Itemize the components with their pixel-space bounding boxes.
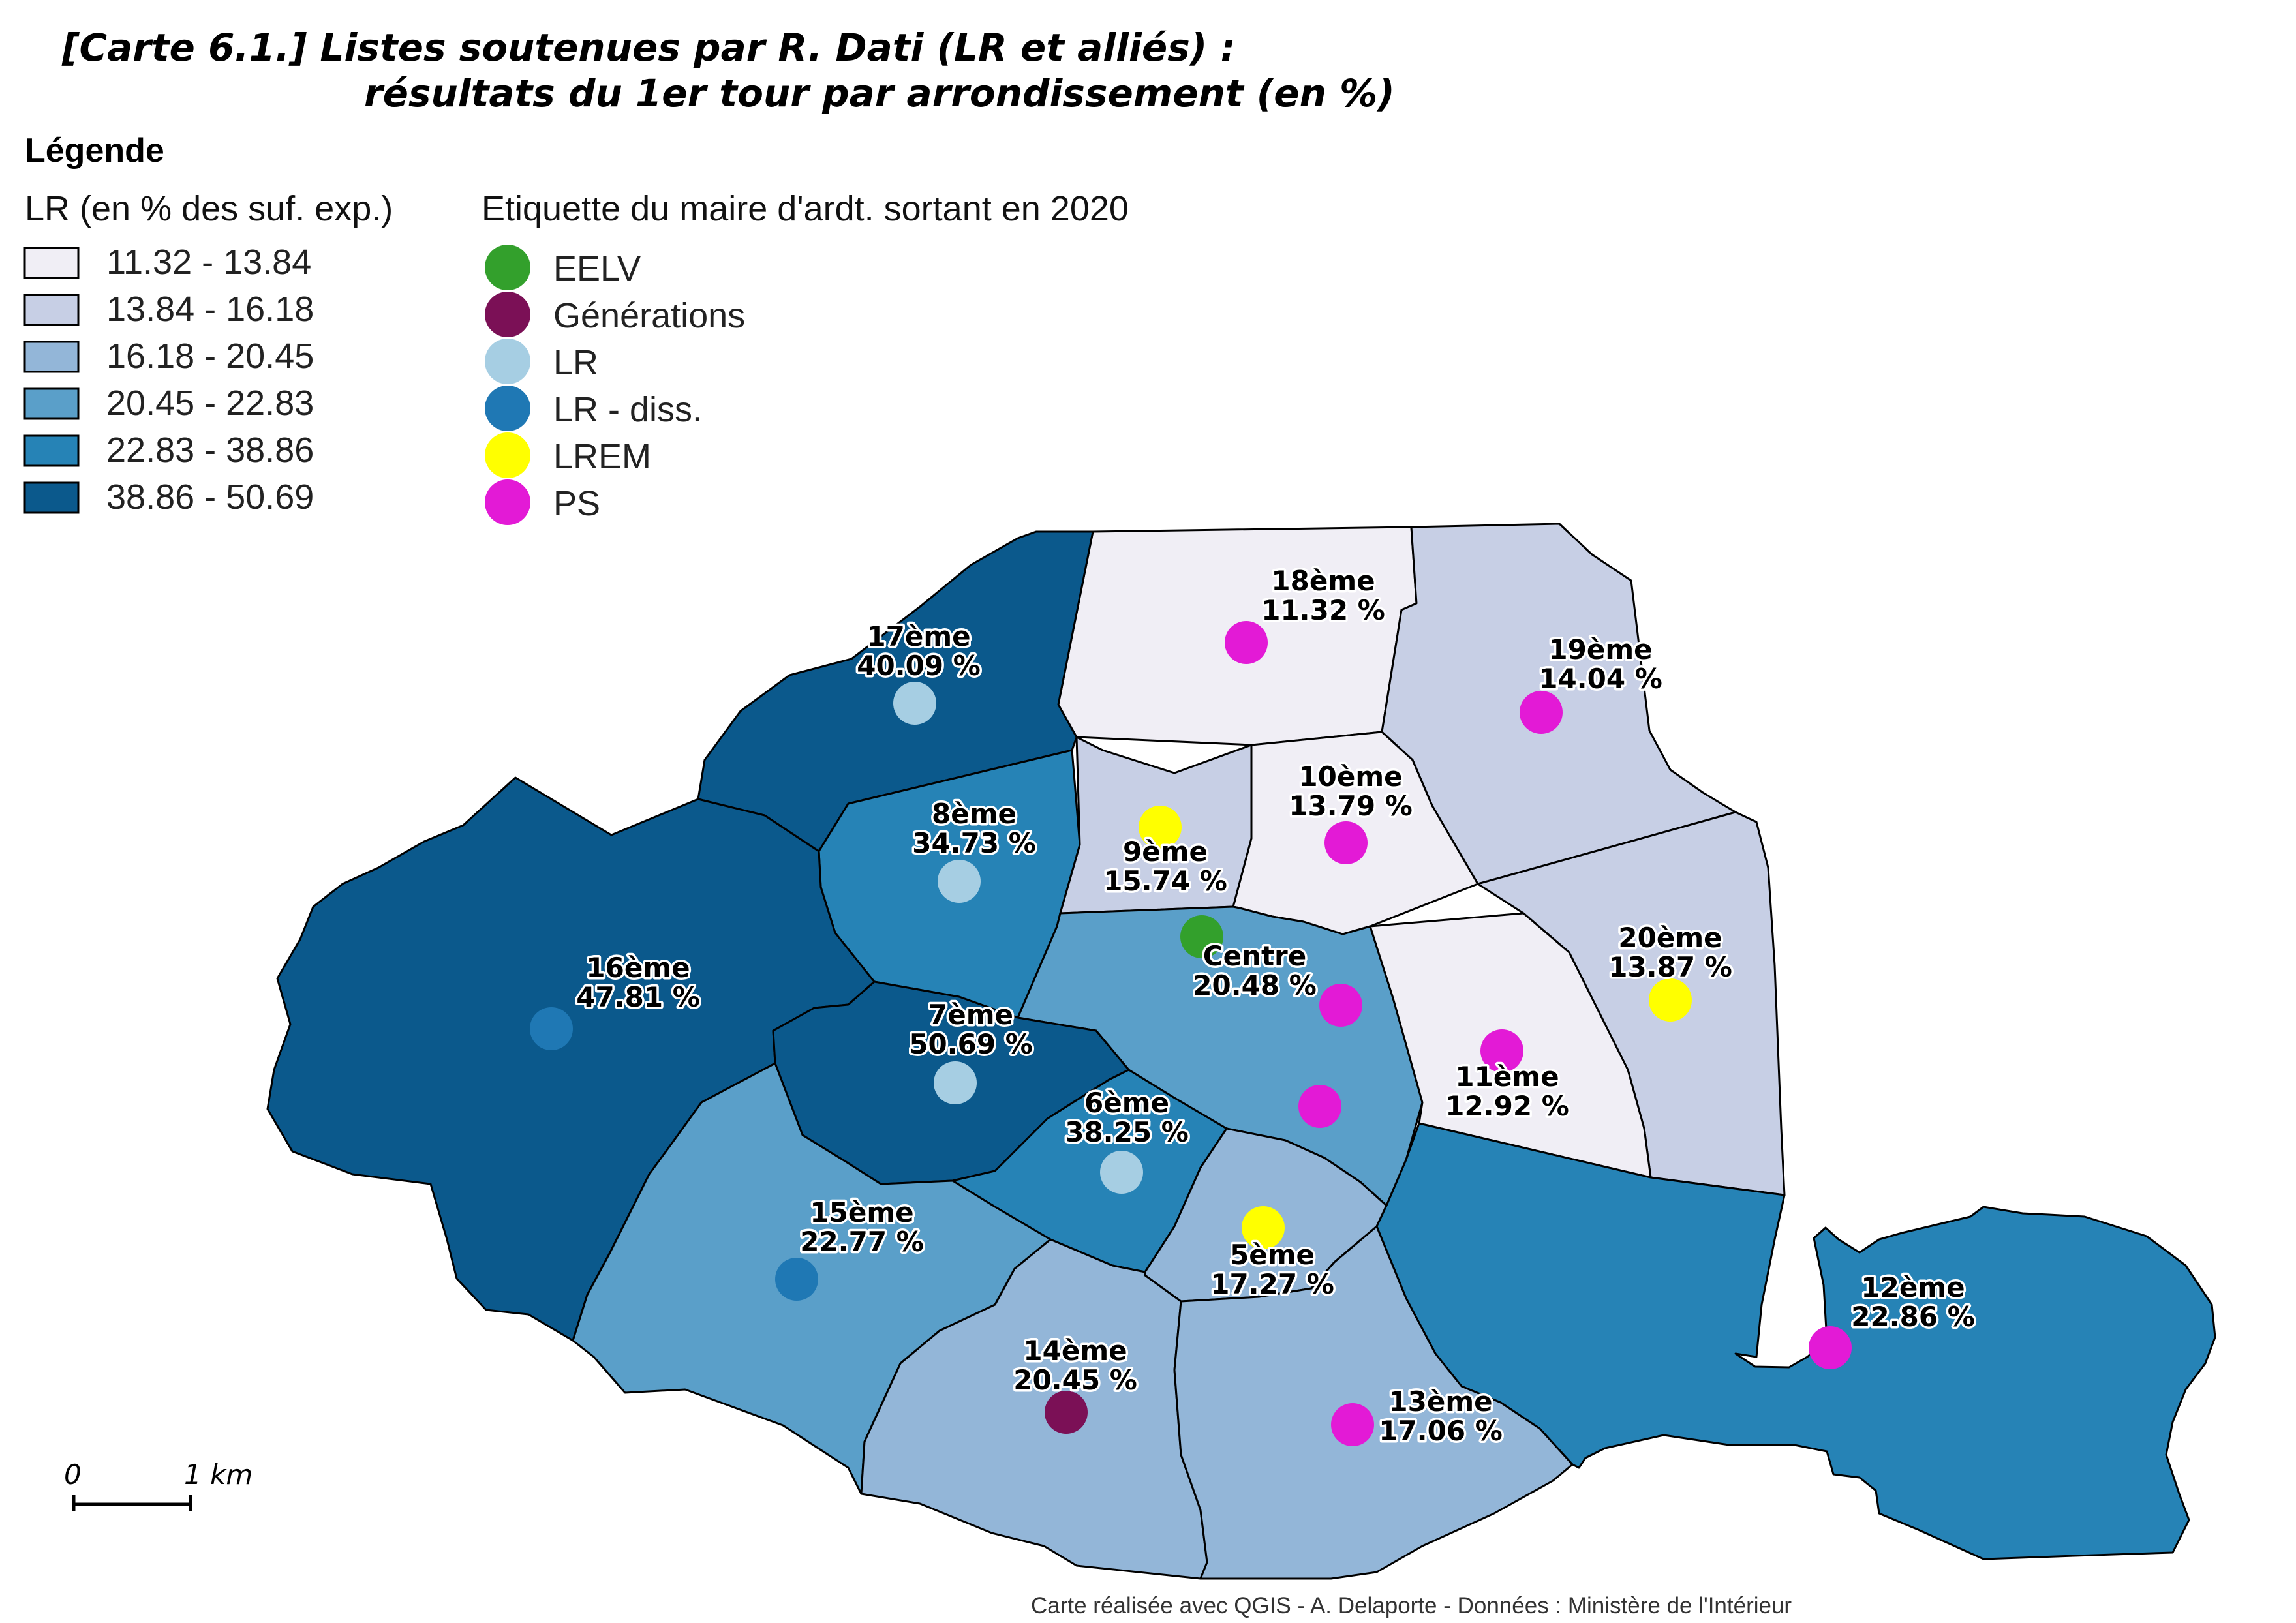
legend-class-label: 13.84 - 16.18 — [106, 290, 314, 329]
mayor-marker — [1324, 821, 1368, 864]
mayor-marker — [1139, 806, 1182, 849]
legend-class-swatch — [23, 294, 80, 326]
mayor-marker — [1100, 1151, 1143, 1194]
arrondissement-layer — [266, 523, 2216, 1580]
mayor-marker — [1045, 1391, 1088, 1434]
scale-bar-start-label: 0 — [64, 1459, 82, 1491]
mayor-marker — [893, 682, 936, 725]
legend-mayor-marker — [485, 245, 530, 290]
arrondissement-value-label: 34.73 % — [912, 827, 1036, 859]
legend: Légende LR (en % des suf. exp.) Etiquett… — [23, 132, 1129, 525]
arrondissement-name-label: 12ème — [1861, 1271, 1965, 1303]
arrondissement-value-label: 11.32 % — [1261, 594, 1385, 626]
scale-bar-end-label: 1 km — [184, 1459, 253, 1491]
arrondissement-name-label: 15ème — [810, 1196, 913, 1228]
legend-class-label: 20.45 - 22.83 — [106, 384, 314, 423]
mayor-marker — [1242, 1206, 1285, 1249]
arrondissement-value-label: 22.86 % — [1851, 1301, 1975, 1333]
legend-mayor-marker — [485, 292, 530, 337]
arrondissement-name-label: 6ème — [1084, 1087, 1169, 1119]
legend-mayor-marker — [485, 479, 530, 525]
legend-class-swatch — [23, 481, 80, 514]
legend-heading: Légende — [25, 132, 164, 170]
mayor-marker — [1298, 1085, 1341, 1128]
arrondissement-16[interactable] — [266, 776, 876, 1342]
legend-class-swatch — [23, 247, 80, 279]
legend-class-swatch — [23, 341, 80, 373]
arrondissement-13[interactable] — [1173, 1225, 1574, 1580]
mayor-marker — [1331, 1403, 1374, 1446]
mayor-legend: EELV Générations LR LR - diss. LREM PS — [485, 245, 745, 525]
mayor-marker — [1520, 691, 1563, 734]
map-credit: Carte réalisée avec QGIS - A. Delaporte … — [1031, 1593, 1792, 1618]
mayor-marker — [934, 1061, 977, 1104]
scale-bar: 0 1 km — [64, 1459, 253, 1511]
arrondissement-name-label: Centre — [1203, 940, 1306, 972]
arrondissement-value-label: 47.81 % — [576, 981, 700, 1013]
arrondissement-value-label: 14.04 % — [1538, 663, 1662, 695]
arrondissement-name-label: 16ème — [586, 952, 690, 984]
legend-mayor-marker — [485, 386, 530, 431]
arrondissement-value-label: 38.25 % — [1065, 1116, 1189, 1148]
mayor-marker — [1180, 915, 1223, 958]
mayor-legend-title: Etiquette du maire d'ardt. sortant en 20… — [482, 189, 1129, 228]
arrondissement-name-label: 17ème — [866, 620, 970, 652]
legend-class-label: 38.86 - 50.69 — [106, 478, 314, 517]
arrondissement-name-label: 14ème — [1023, 1335, 1127, 1367]
arrondissement-name-label: 19ème — [1548, 633, 1652, 665]
map-title-line1: [Carte 6.1.] Listes soutenues par R. Dat… — [61, 25, 1236, 70]
arrondissement-name-label: 20ème — [1618, 922, 1722, 954]
legend-mayor-label: EELV — [553, 249, 641, 288]
arrondissement-name-label: 11ème — [1455, 1061, 1559, 1093]
mayor-marker — [775, 1258, 818, 1301]
mayor-marker — [1319, 984, 1362, 1027]
legend-mayor-label: LR - diss. — [553, 390, 702, 429]
arrondissement-value-label: 40.09 % — [857, 650, 981, 682]
legend-class-swatch — [23, 434, 80, 467]
arrondissement-name-label: 8ème — [932, 798, 1017, 830]
mayor-marker — [1480, 1029, 1523, 1072]
arrondissement-value-label: 20.48 % — [1193, 969, 1317, 1001]
arrondissement-name-label: 18ème — [1271, 565, 1375, 597]
map-title-line2: résultats du 1er tour par arrondissement… — [364, 71, 1395, 115]
arrondissement-value-label: 50.69 % — [909, 1028, 1033, 1060]
arrondissement-value-label: 17.27 % — [1210, 1268, 1334, 1300]
arrondissement-value-label: 15.74 % — [1103, 865, 1227, 897]
legend-class-swatch — [23, 387, 80, 420]
arrondissement-value-label: 17.06 % — [1379, 1415, 1503, 1447]
arrondissement-value-label: 13.79 % — [1289, 790, 1413, 822]
arrondissement-name-label: 7ème — [928, 999, 1013, 1031]
mayor-marker — [1809, 1326, 1852, 1369]
legend-class-label: 16.18 - 20.45 — [106, 337, 314, 376]
arrondissement-14[interactable] — [860, 1238, 1208, 1580]
legend-mayor-label: PS — [553, 484, 600, 523]
mayor-marker — [1225, 621, 1268, 664]
legend-mayor-marker — [485, 339, 530, 384]
legend-mayor-marker — [485, 432, 530, 478]
arrondissement-name-label: 9ème — [1123, 836, 1208, 868]
mayor-marker — [1649, 978, 1692, 1022]
legend-mayor-label: LR — [553, 343, 598, 382]
arrondissement-name-label: 13ème — [1388, 1386, 1492, 1418]
arrondissement-name-label: 5ème — [1230, 1239, 1315, 1271]
choropleth-legend: 11.32 - 13.84 13.84 - 16.18 16.18 - 20.45 2… — [23, 243, 314, 517]
arrondissement-value-label: 13.87 % — [1608, 951, 1732, 983]
arrondissement-name-label: 10ème — [1298, 761, 1402, 793]
choropleth-legend-title: LR (en % des suf. exp.) — [25, 189, 393, 228]
legend-class-label: 11.32 - 13.84 — [106, 243, 311, 282]
arrondissement-value-label: 12.92 % — [1445, 1090, 1569, 1122]
legend-mayor-label: LREM — [553, 437, 651, 476]
legend-class-label: 22.83 - 38.86 — [106, 431, 314, 470]
mayor-marker — [530, 1007, 573, 1050]
legend-mayor-label: Générations — [553, 296, 745, 335]
mayor-marker-layer — [530, 621, 1852, 1446]
arrondissement-value-label: 22.77 % — [800, 1226, 924, 1258]
mayor-marker — [938, 860, 981, 903]
scale-bar-line — [72, 1495, 192, 1511]
arrondissement-value-label: 20.45 % — [1013, 1364, 1137, 1396]
